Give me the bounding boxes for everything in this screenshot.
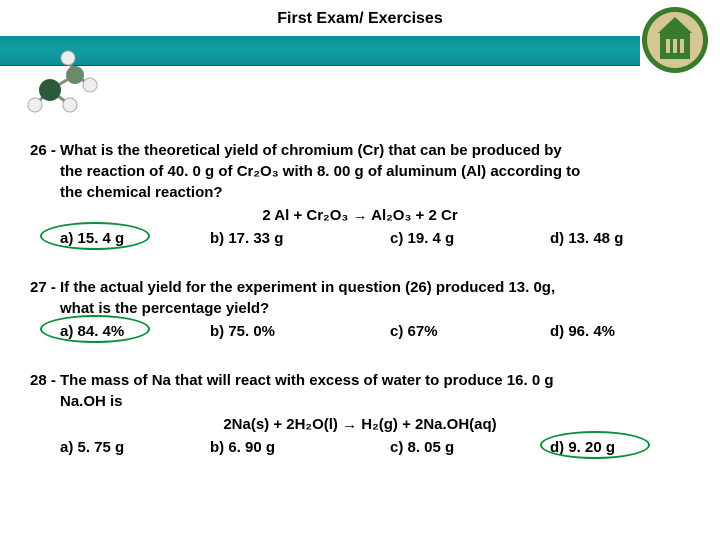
university-logo-icon (640, 5, 710, 75)
question-text-line: Na.OH is (60, 391, 690, 412)
question-26: 26 - What is the theoretical yield of ch… (30, 140, 690, 249)
question-text-line: the chemical reaction? (60, 182, 690, 203)
option-c: c) 19. 4 g (390, 228, 550, 249)
answer-circle-icon (40, 222, 150, 250)
option-b: b) 75. 0% (210, 321, 390, 342)
option-c: c) 8. 05 g (390, 437, 550, 458)
option-b: b) 17. 33 g (210, 228, 390, 249)
molecule-icon (20, 50, 110, 130)
option-c: c) 67% (390, 321, 550, 342)
page-title: First Exam/ Exercises (0, 0, 720, 28)
option-b: b) 6. 90 g (210, 437, 390, 458)
question-text-line: 26 - What is the theoretical yield of ch… (30, 140, 690, 161)
options-row: a) 5. 75 g b) 6. 90 g c) 8. 05 g d) 9. 2… (30, 437, 690, 458)
option-a: a) 5. 75 g (60, 437, 210, 458)
question-text-line: what is the percentage yield? (60, 298, 690, 319)
answer-circle-icon (540, 431, 650, 459)
answer-circle-icon (40, 315, 150, 343)
question-text-line: the reaction of 40. 0 g of Cr₂O₃ with 8.… (60, 161, 690, 182)
question-28: 28 - The mass of Na that will react with… (30, 370, 690, 458)
options-row: a) 84. 4% b) 75. 0% c) 67% d) 96. 4% (30, 321, 690, 342)
question-text-line: 27 - If the actual yield for the experim… (30, 277, 690, 298)
option-d: d) 96. 4% (550, 321, 680, 342)
question-27: 27 - If the actual yield for the experim… (30, 277, 690, 342)
equation-text: 2 Al + Cr₂O₃ → Al₂O₃ + 2 Cr (30, 205, 690, 226)
content-area: 26 - What is the theoretical yield of ch… (0, 80, 720, 458)
option-d: d) 13. 48 g (550, 228, 680, 249)
question-text-line: 28 - The mass of Na that will react with… (30, 370, 690, 391)
options-row: a) 15. 4 g b) 17. 33 g c) 19. 4 g d) 13.… (30, 228, 690, 249)
